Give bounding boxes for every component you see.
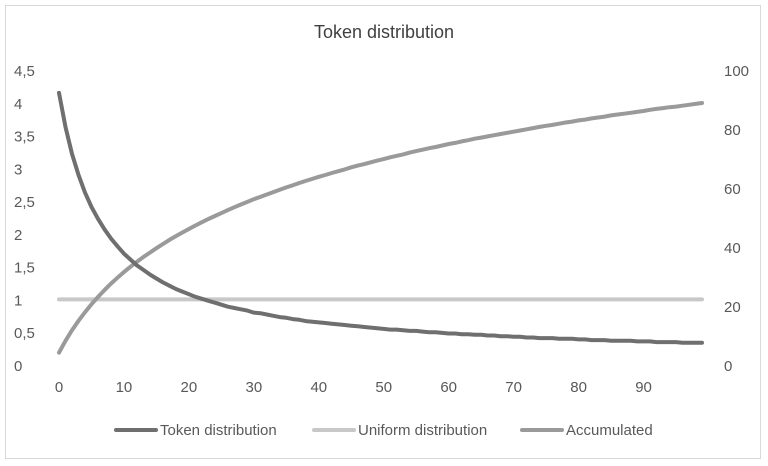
legend-item: Accumulated xyxy=(520,422,653,439)
legend-item: Uniform distribution xyxy=(312,422,487,439)
legend-label: Token distribution xyxy=(160,422,277,439)
x-tick-label: 30 xyxy=(246,379,263,396)
x-tick-label: 90 xyxy=(635,379,652,396)
y-right-tick-label: 0 xyxy=(724,358,732,375)
x-tick-label: 70 xyxy=(505,379,522,396)
chart-title: Token distribution xyxy=(314,22,454,42)
x-tick-label: 40 xyxy=(310,379,327,396)
legend-item: Token distribution xyxy=(114,422,277,439)
y-left-tick-label: 3 xyxy=(14,161,22,178)
x-tick-label: 60 xyxy=(440,379,457,396)
x-tick-label: 10 xyxy=(116,379,133,396)
y-left-tick-label: 4,5 xyxy=(14,63,35,80)
series-line-token-distribution xyxy=(57,90,704,345)
y-left-tick-label: 0 xyxy=(14,358,22,375)
y-left-tick-label: 4 xyxy=(14,96,22,113)
y-left-tick-label: 2,5 xyxy=(14,194,35,211)
y-right-axis-ticks: 0 20 40 60 80 100 xyxy=(724,63,749,375)
y-left-tick-label: 0,5 xyxy=(14,325,35,342)
y-right-tick-label: 20 xyxy=(724,299,741,316)
chart-frame xyxy=(5,5,761,459)
x-tick-label: 20 xyxy=(181,379,198,396)
x-tick-label: 80 xyxy=(570,379,587,396)
y-right-tick-label: 40 xyxy=(724,240,741,257)
x-tick-label: 50 xyxy=(375,379,392,396)
y-right-tick-label: 100 xyxy=(724,63,749,80)
legend-label: Accumulated xyxy=(566,422,653,439)
y-left-tick-label: 3,5 xyxy=(14,129,35,146)
y-right-tick-label: 60 xyxy=(724,181,741,198)
x-tick-label: 0 xyxy=(55,379,63,396)
x-axis-ticks: 0 10 20 30 40 50 60 70 80 90 xyxy=(55,379,652,396)
series-lines xyxy=(57,90,704,355)
y-left-tick-label: 1 xyxy=(14,292,22,309)
y-left-tick-label: 2 xyxy=(14,227,22,244)
series-line-accumulated xyxy=(57,101,704,355)
legend-label: Uniform distribution xyxy=(358,422,487,439)
y-right-tick-label: 80 xyxy=(724,122,741,139)
y-left-axis-ticks: 0 0,5 1 1,5 2 2,5 3 3,5 4 4,5 xyxy=(14,63,35,375)
y-left-tick-label: 1,5 xyxy=(14,260,35,277)
legend: Token distribution Uniform distribution Ac… xyxy=(114,422,653,439)
